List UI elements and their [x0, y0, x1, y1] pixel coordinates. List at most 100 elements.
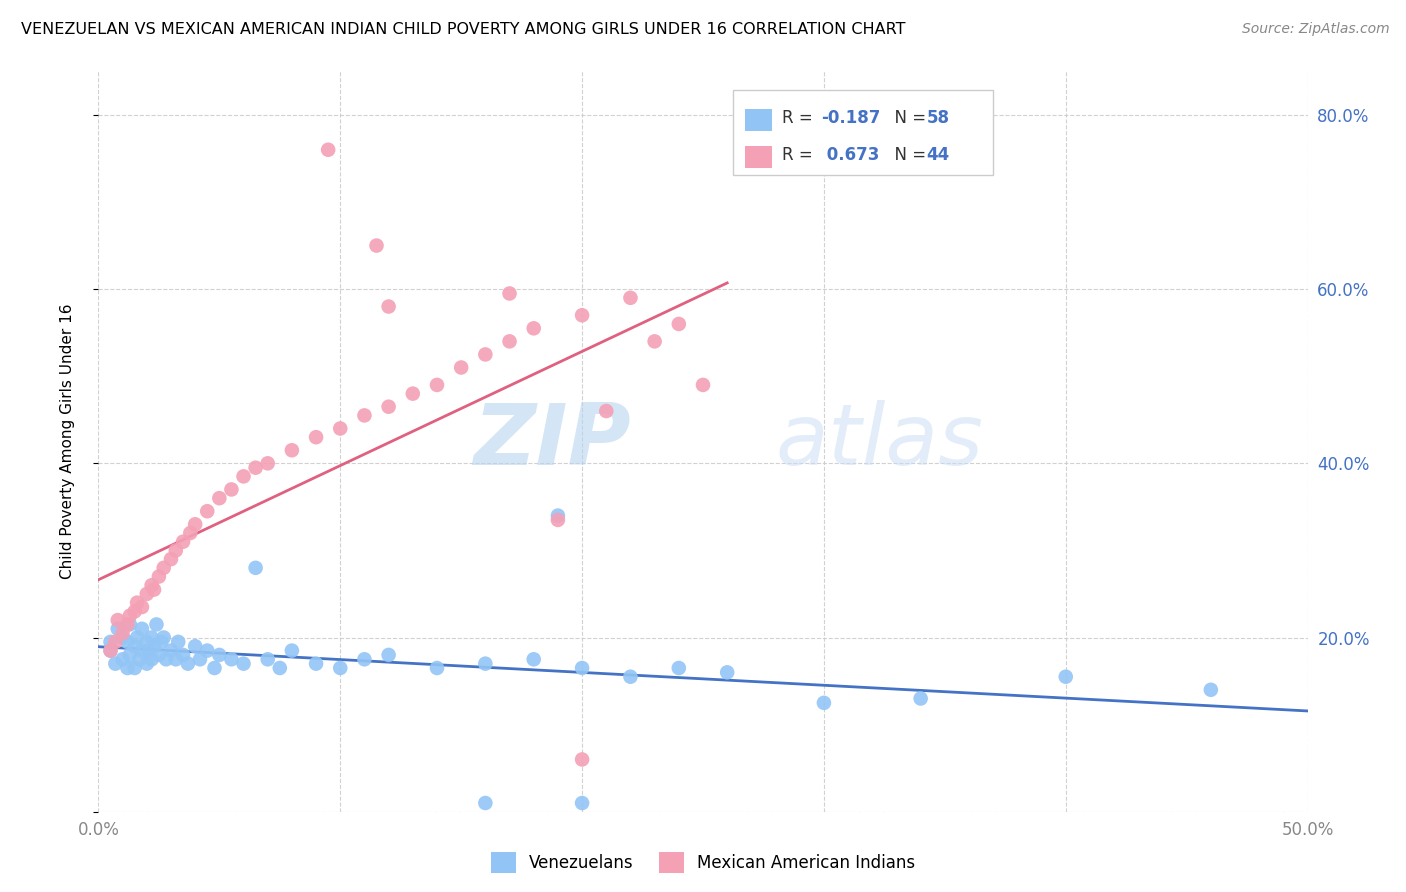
Point	[141, 631, 163, 645]
Point	[208, 491, 231, 505]
Point	[184, 639, 207, 653]
Point	[124, 604, 146, 618]
Point	[104, 635, 127, 649]
Point	[143, 639, 166, 653]
Point	[141, 652, 163, 666]
Point	[813, 696, 835, 710]
Point	[167, 635, 190, 649]
Point	[523, 652, 546, 666]
Point	[135, 635, 157, 649]
Point	[232, 657, 254, 671]
Point	[692, 378, 714, 392]
Text: ZIP: ZIP	[472, 400, 630, 483]
Point	[619, 291, 641, 305]
Point	[353, 652, 375, 666]
Point	[498, 286, 520, 301]
Point	[160, 643, 183, 657]
Point	[165, 543, 187, 558]
Point	[145, 617, 167, 632]
Point	[305, 657, 328, 671]
Point	[204, 661, 226, 675]
Point	[523, 321, 546, 335]
FancyBboxPatch shape	[734, 90, 993, 175]
Point	[117, 635, 139, 649]
Point	[100, 643, 122, 657]
Point	[135, 587, 157, 601]
Point	[329, 661, 352, 675]
Point	[619, 670, 641, 684]
Point	[377, 648, 399, 662]
Point	[571, 661, 593, 675]
Text: -0.187: -0.187	[821, 109, 882, 127]
Point	[148, 648, 170, 662]
Point	[117, 617, 139, 632]
Point	[281, 643, 304, 657]
Text: 58: 58	[927, 109, 949, 127]
Point	[107, 613, 129, 627]
Point	[221, 483, 243, 497]
Point	[426, 378, 449, 392]
Point	[143, 582, 166, 597]
Point	[117, 661, 139, 675]
Point	[402, 386, 425, 401]
Point	[127, 631, 149, 645]
Point	[716, 665, 738, 680]
Point	[668, 661, 690, 675]
Point	[208, 648, 231, 662]
Point	[104, 657, 127, 671]
Text: VENEZUELAN VS MEXICAN AMERICAN INDIAN CHILD POVERTY AMONG GIRLS UNDER 16 CORRELA: VENEZUELAN VS MEXICAN AMERICAN INDIAN CH…	[21, 22, 905, 37]
Point	[135, 657, 157, 671]
Point	[131, 643, 153, 657]
Point	[141, 578, 163, 592]
Point	[474, 657, 496, 671]
Point	[100, 635, 122, 649]
Text: 44: 44	[927, 146, 950, 164]
Point	[131, 600, 153, 615]
Point	[155, 652, 177, 666]
Point	[165, 652, 187, 666]
Point	[118, 648, 141, 662]
Point	[221, 652, 243, 666]
Point	[1054, 670, 1077, 684]
Point	[124, 661, 146, 675]
Point	[571, 752, 593, 766]
Point	[595, 404, 617, 418]
Point	[118, 608, 141, 623]
Point	[179, 526, 201, 541]
Point	[184, 517, 207, 532]
Point	[474, 347, 496, 361]
Point	[256, 652, 278, 666]
Text: Source: ZipAtlas.com: Source: ZipAtlas.com	[1241, 22, 1389, 37]
Point	[131, 622, 153, 636]
Point	[353, 409, 375, 423]
Point	[160, 552, 183, 566]
Legend: Venezuelans, Mexican American Indians: Venezuelans, Mexican American Indians	[484, 846, 922, 880]
Point	[195, 504, 218, 518]
Point	[498, 334, 520, 349]
FancyBboxPatch shape	[745, 145, 772, 169]
Point	[668, 317, 690, 331]
Point	[329, 421, 352, 435]
Point	[474, 796, 496, 810]
Point	[172, 648, 194, 662]
Point	[152, 631, 174, 645]
Point	[188, 652, 211, 666]
Text: N =: N =	[884, 146, 932, 164]
Point	[910, 691, 932, 706]
Point	[644, 334, 666, 349]
Text: R =: R =	[782, 109, 818, 127]
Point	[305, 430, 328, 444]
Point	[138, 643, 160, 657]
Point	[281, 443, 304, 458]
Text: 0.673: 0.673	[821, 146, 880, 164]
Point	[111, 631, 134, 645]
Point	[118, 617, 141, 632]
Point	[571, 308, 593, 322]
Point	[100, 643, 122, 657]
Point	[152, 561, 174, 575]
Point	[547, 508, 569, 523]
Point	[269, 661, 291, 675]
Point	[107, 622, 129, 636]
Text: atlas: atlas	[776, 400, 984, 483]
Point	[245, 460, 267, 475]
